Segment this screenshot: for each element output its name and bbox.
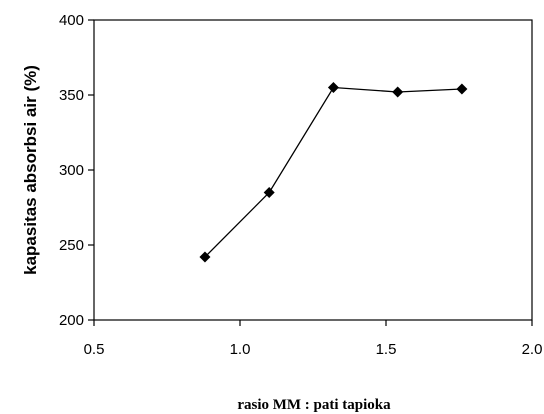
- data-point-marker: [328, 82, 339, 93]
- y-tick-label: 250: [59, 237, 84, 254]
- y-tick-label: 400: [59, 12, 84, 29]
- y-axis-title: kapasitas absorbsi air (%): [21, 65, 40, 275]
- x-tick-label: 1.0: [230, 341, 251, 358]
- data-point-marker: [456, 84, 467, 95]
- y-tick-label: 200: [59, 312, 84, 329]
- series-layer: [199, 82, 467, 263]
- series-line: [205, 88, 462, 258]
- x-axis-title: rasio MM : pati tapioka: [237, 397, 391, 413]
- y-axis: 200 250 300 350 400: [59, 12, 94, 329]
- x-tick-label: 1.5: [376, 341, 397, 358]
- x-axis: 0.5 1.0 1.5 2.0: [84, 320, 543, 358]
- x-tick-label: 2.0: [522, 341, 543, 358]
- y-tick-label: 300: [59, 162, 84, 179]
- y-tick-label: 350: [59, 87, 84, 104]
- plot-border: [94, 20, 532, 320]
- x-tick-label: 0.5: [84, 341, 105, 358]
- plot-frame: [94, 20, 532, 320]
- data-point-marker: [392, 87, 403, 98]
